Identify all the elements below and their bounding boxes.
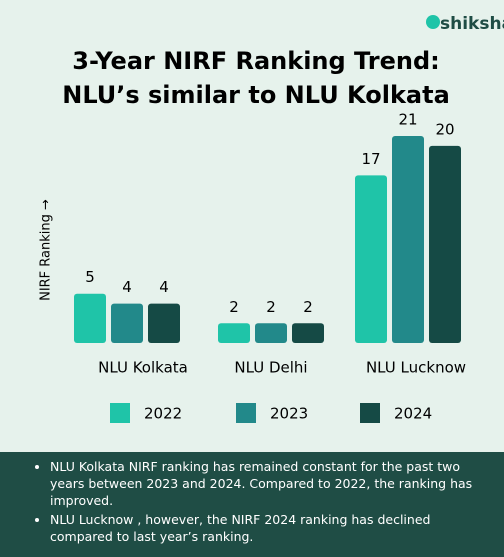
legend-swatch [360,403,380,423]
x-tick-label: NLU Delhi [234,359,307,377]
legend-swatch [236,403,256,423]
notes-panel: NLU Kolkata NIRF ranking has remained co… [0,452,504,557]
data-label: 21 [398,111,417,129]
legend-label: 2023 [270,405,308,423]
chart-title: NLU’s similar to NLU Kolkata [62,81,450,109]
bar [292,323,324,343]
data-label: 2 [229,298,239,316]
legend-label: 2022 [144,405,182,423]
bar [255,323,287,343]
chart-title: 3-Year NIRF Ranking Trend: [72,47,440,75]
data-label: 17 [361,150,380,168]
bar [392,136,424,343]
bar [429,145,461,343]
data-label: 4 [122,278,132,296]
note: NLU Kolkata NIRF ranking has remained co… [50,458,490,509]
data-label: 5 [85,268,95,286]
chart: shiksha 3-Year NIRF Ranking Trend: NLU’s… [39,14,504,423]
logo-icon [426,15,440,29]
bar [111,303,143,343]
data-label: 4 [159,278,169,296]
bar [74,293,106,343]
data-label: 2 [266,298,276,316]
y-axis-label: NIRF Ranking → [39,199,54,301]
bar [218,323,250,343]
x-tick-label: NLU Lucknow [366,359,466,377]
bar [355,175,387,343]
legend-swatch [110,403,130,423]
logo: shiksha [440,14,504,34]
note: NLU Lucknow , however, the NIRF 2024 ran… [50,511,490,545]
x-tick-label: NLU Kolkata [98,359,188,377]
bar [148,303,180,343]
data-label: 20 [435,120,454,138]
data-label: 2 [303,298,313,316]
legend-label: 2024 [394,405,432,423]
